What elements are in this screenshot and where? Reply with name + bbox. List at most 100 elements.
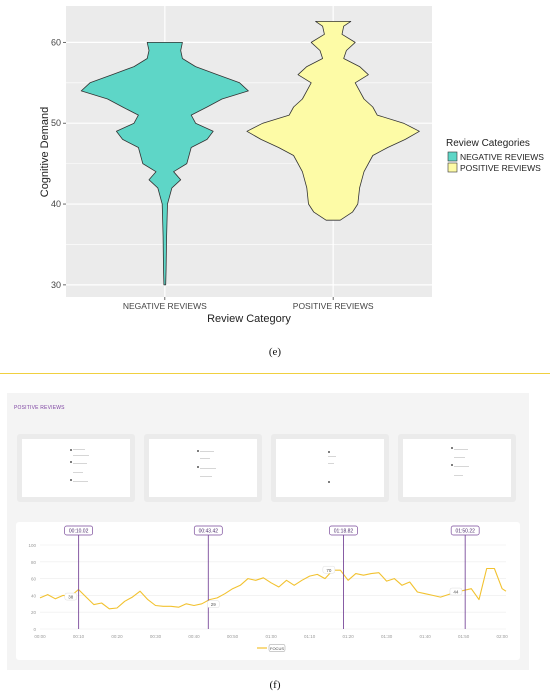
focus-chart-card: 0 20 40 60 80 100 00:00 00:10 00:20 00:30 00:40 00:… [16, 522, 520, 660]
data-label-box [207, 600, 220, 608]
x-tick-label: NEGATIVE REVIEWS [123, 301, 207, 311]
video-thumbnail-1[interactable] [17, 434, 135, 502]
data-label-box [449, 587, 463, 596]
legend-title: Review Categories [446, 138, 530, 149]
marker-badge [329, 525, 358, 536]
x-axis: NEGATIVE REVIEWS POSITIVE REVIEWS [123, 297, 374, 311]
thumb-dot [70, 479, 72, 481]
thumb-line [73, 449, 85, 450]
thumb-line [73, 463, 87, 464]
series-line [39, 567, 507, 610]
x-tick-label: 00:10 [73, 634, 85, 639]
y-tick-label: 60 [31, 577, 37, 582]
thumb-line [454, 466, 469, 467]
x-tick-label: 01:30 [381, 634, 393, 639]
y-tick-label: 0 [33, 627, 36, 632]
x-tick-label: POSITIVE REVIEWS [293, 301, 374, 311]
focus-line-chart: 0 20 40 60 80 100 00:00 00:10 00:20 00:30 00:40 00:… [28, 525, 508, 652]
legend-swatch [447, 151, 458, 162]
y-tick-label: 50 [51, 118, 61, 128]
y-axis-label: Cognitive Demand [39, 107, 51, 198]
section-divider [0, 373, 550, 374]
thumb-dot [451, 447, 453, 449]
legend-label: NEGATIVE REVIEWS [460, 152, 544, 162]
time-markers: 00:10.02 00:43.42 01:18.82 01:50.22 [64, 525, 480, 629]
data-label-box [322, 565, 336, 574]
legend: Review Categories NEGATIVE REVIEWSPOSITI… [446, 138, 544, 173]
dashboard-panel: POSITIVE REVIEWS [7, 393, 529, 670]
thumb-line [73, 472, 83, 473]
axes: 0 20 40 60 80 100 00:00 00:10 00:20 00:30 00:40 00:… [28, 543, 508, 639]
marker-time-label: 00:10.02 [69, 529, 89, 535]
y-tick-label: 80 [31, 560, 37, 565]
thumb-dot [197, 466, 199, 468]
thumbnail-content [22, 439, 130, 497]
x-tick-label: 00:30 [150, 634, 162, 639]
x-axis-label: Review Category [207, 313, 291, 325]
marker-time-label: 01:50.22 [455, 529, 475, 535]
thumb-line [454, 457, 465, 458]
thumb-line [328, 456, 336, 457]
data-labels: 38 29 70 44 [64, 565, 463, 608]
thumb-dot [70, 449, 72, 451]
x-tick-label: 01:00 [265, 634, 277, 639]
legend-label: POSITIVE REVIEWS [460, 163, 541, 173]
video-thumbnail-2[interactable] [144, 434, 262, 502]
legend: FOCUS [257, 644, 286, 652]
focus-line [39, 567, 507, 610]
thumb-line [200, 468, 216, 469]
video-thumbnail-4[interactable] [398, 434, 516, 502]
thumb-dot [328, 451, 330, 453]
legend-swatch [447, 162, 458, 173]
y-tick-label: 100 [28, 543, 36, 548]
y-tick-label: 20 [31, 610, 37, 615]
thumb-line [200, 476, 212, 477]
thumbnail-content [403, 439, 511, 497]
thumb-line [73, 481, 88, 482]
violins [80, 20, 420, 286]
video-thumbnail-3[interactable] [271, 434, 389, 502]
caption-f: (f) [269, 679, 281, 691]
thumb-line [73, 455, 89, 456]
thumbnail-content [149, 439, 257, 497]
x-tick-label: 00:20 [111, 634, 123, 639]
thumb-dot [197, 450, 199, 452]
thumb-line [454, 449, 468, 450]
caption-e: (e) [268, 346, 282, 358]
data-label-box [64, 592, 78, 601]
marker-badge [450, 525, 480, 536]
x-tick-label: 01:20 [342, 634, 354, 639]
thumb-dot [70, 461, 72, 463]
data-label: 38 [68, 595, 74, 600]
thumb-line [200, 451, 214, 452]
x-tick-label: 01:10 [304, 634, 316, 639]
thumb-line [328, 463, 334, 464]
x-tick-label: 02:00 [497, 634, 509, 639]
data-label: 70 [326, 568, 332, 573]
data-label: 44 [453, 590, 459, 595]
legend-label: FOCUS [270, 646, 284, 651]
violin-positive [246, 20, 420, 221]
grid [40, 544, 506, 630]
x-tick-label: 00:50 [227, 634, 239, 639]
data-label: 29 [211, 602, 217, 607]
marker-badge [64, 525, 93, 536]
thumb-line [454, 475, 463, 476]
panel-title: POSITIVE REVIEWS [14, 405, 65, 411]
legend-box [268, 644, 286, 652]
marker-time-label: 00:43.42 [199, 529, 219, 535]
thumbnail-content [276, 439, 384, 497]
x-tick-label: 00:00 [34, 634, 46, 639]
y-axis: 30 40 50 60 [51, 37, 66, 290]
thumb-dot [328, 481, 330, 483]
marker-badge [193, 525, 223, 536]
x-tick-label: 00:40 [188, 634, 200, 639]
thumb-dot [451, 464, 453, 466]
marker-time-label: 01:18.82 [334, 529, 354, 535]
y-tick-label: 40 [31, 593, 37, 598]
y-tick-label: 40 [51, 199, 61, 209]
violin-negative [80, 42, 249, 286]
thumb-line [200, 458, 210, 459]
